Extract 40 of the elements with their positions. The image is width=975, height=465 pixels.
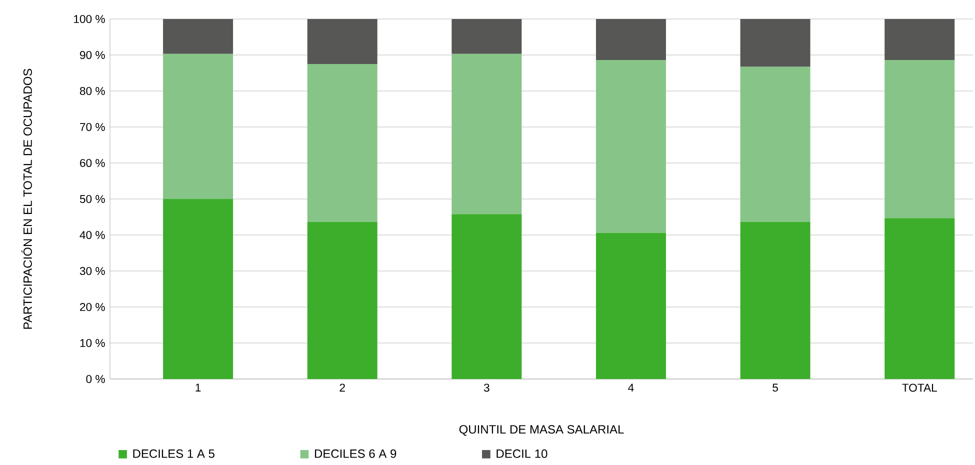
y-tick-label: 70 %	[80, 122, 105, 132]
bar	[740, 66, 810, 222]
y-tick-label: 100 %	[74, 14, 105, 24]
bar	[596, 232, 666, 379]
bar	[452, 214, 522, 379]
y-axis-title: PARTICIPACIÓN EN EL TOTAL DE OCUPADOS	[21, 68, 32, 329]
bar	[884, 218, 955, 379]
y-tick-label: 60 %	[80, 158, 105, 168]
bar	[884, 19, 955, 60]
y-tick-label: 20 %	[80, 302, 105, 312]
legend-label: DECILES 6 A 9	[314, 449, 396, 458]
bar	[163, 54, 234, 199]
y-tick-label: 10 %	[80, 339, 105, 348]
legend-label: DECILES 1 A 5	[133, 449, 214, 458]
x-tick-label: 1	[196, 384, 201, 392]
bar	[163, 199, 234, 379]
bar	[884, 60, 955, 218]
bar	[163, 19, 234, 54]
bar	[596, 60, 666, 233]
bar	[452, 19, 522, 54]
x-tick-label: 3	[484, 384, 490, 392]
x-tick-label: 4	[628, 384, 634, 392]
y-tick-label: 30 %	[80, 267, 105, 276]
y-tick-label: 50 %	[80, 194, 105, 204]
bar	[307, 222, 378, 379]
bar	[596, 19, 666, 60]
bar	[740, 19, 810, 67]
bar	[307, 64, 378, 222]
y-tick-label: 0 %	[86, 374, 105, 384]
legend-label: DECIL 10	[496, 449, 548, 458]
x-axis-title: QUINTIL DE MASA SALARIAL	[459, 425, 624, 436]
x-tick-label: 2	[340, 384, 345, 392]
x-tick-label: 5	[772, 384, 778, 392]
x-tick-label: TOTAL	[902, 384, 937, 392]
y-tick-label: 90 %	[80, 50, 105, 60]
bar	[740, 222, 810, 379]
y-tick-label: 80 %	[80, 86, 105, 96]
bar	[452, 54, 522, 214]
bar	[307, 19, 378, 64]
y-tick-label: 40 %	[80, 230, 105, 240]
